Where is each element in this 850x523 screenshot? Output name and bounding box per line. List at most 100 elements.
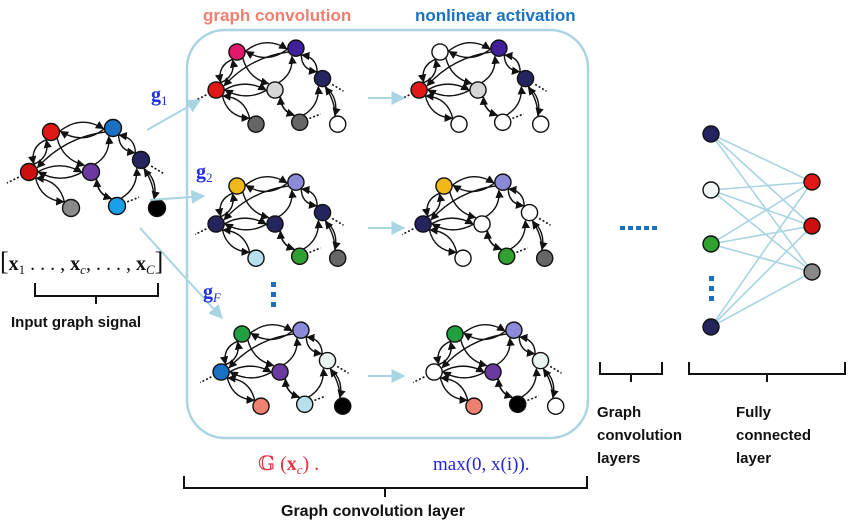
graph-node <box>435 177 453 195</box>
graph-edge <box>219 59 239 84</box>
filter-arrow-1 <box>146 99 202 131</box>
act-graph-2 <box>401 173 554 267</box>
graph-edge <box>460 339 488 368</box>
graph-node <box>247 115 265 133</box>
graph-edge <box>442 371 486 380</box>
graph-edge <box>229 371 273 380</box>
graph-edge <box>120 167 142 200</box>
graph-node <box>546 397 565 415</box>
graph-edge <box>244 175 288 187</box>
graph-edge <box>32 139 52 166</box>
graph-edge <box>278 55 297 84</box>
graph-edge <box>426 82 470 91</box>
graph-node <box>318 351 337 370</box>
graph-node <box>469 81 487 99</box>
graph-node <box>328 115 347 133</box>
graph-edge <box>519 333 536 355</box>
filter-sub: 2 <box>206 170 213 185</box>
graph-edge-stub <box>534 83 547 92</box>
fully-connected-layer-label: Fully connected layer <box>736 404 815 467</box>
graph-edge <box>479 96 499 117</box>
graph-edge <box>249 323 293 335</box>
graph-edge-stub <box>199 376 212 384</box>
input-signal-vector: [x1 . . . , xc, . . . , xC] <box>0 247 163 277</box>
graph-edge <box>276 96 296 117</box>
graph-node <box>446 325 464 343</box>
graph-edge <box>306 333 323 355</box>
graph-edge-stub <box>331 217 344 226</box>
graph-edge <box>527 86 539 117</box>
graph-convolution-layer-label: Graph convolution layer <box>281 503 465 520</box>
graph-node <box>266 81 284 99</box>
filter-sub: F <box>212 290 222 305</box>
graph-node <box>147 198 167 218</box>
graph-node <box>252 397 270 415</box>
graph-edge <box>483 230 503 251</box>
graph-node <box>431 43 449 61</box>
graph-edge-stub <box>336 365 349 374</box>
graph-edge <box>430 216 474 225</box>
graph-edge <box>308 367 329 398</box>
graph-edge <box>94 135 114 165</box>
graph-node <box>228 177 246 195</box>
graph-edge <box>228 364 272 373</box>
graph-node <box>131 150 151 170</box>
graph-edge <box>429 226 458 254</box>
graph-edge <box>35 174 66 203</box>
graph-edge-stub <box>412 376 425 384</box>
graph-edge <box>451 175 495 187</box>
header-nonlinear-activation: nonlinear activation <box>415 6 576 25</box>
graph-node <box>414 215 432 233</box>
graph-edge-stub <box>150 165 164 174</box>
graph-node <box>328 249 347 267</box>
graph-edge <box>430 185 496 221</box>
fc-edge <box>710 181 813 328</box>
graph-edge <box>303 219 324 250</box>
activation-formula: max(0, x(i)). <box>433 454 530 475</box>
fc-node <box>702 125 720 143</box>
graph-node <box>313 203 332 222</box>
fc-node <box>803 263 821 281</box>
filter-arrow-2 <box>149 189 206 204</box>
graph-node <box>290 113 309 132</box>
graph-edge <box>301 51 318 73</box>
graph-edge <box>247 339 275 368</box>
graph-edge <box>441 364 485 373</box>
fc-edge <box>710 133 813 183</box>
graph-convolution-layers-label: Graph convolution layers <box>597 404 686 467</box>
graph-edge <box>481 55 500 84</box>
graph-node <box>287 173 305 191</box>
filter-arrow-f <box>139 227 223 320</box>
graph-edge <box>224 223 268 232</box>
graphs-layer <box>6 39 565 415</box>
graph-edge <box>449 191 477 220</box>
graph-edge <box>329 368 341 399</box>
graph-node <box>61 198 81 218</box>
graph-edge <box>283 337 302 366</box>
graph-edge-stub <box>309 113 321 120</box>
filter-sub: 1 <box>161 93 168 108</box>
graph-node <box>228 43 246 61</box>
fully-connected-network <box>702 125 821 336</box>
graph-edge <box>223 82 267 91</box>
graph-edge <box>56 137 86 168</box>
fc-node <box>702 235 720 253</box>
graph-node <box>497 247 516 266</box>
graph-node <box>484 363 502 381</box>
graph-node <box>465 397 483 415</box>
graph-edge <box>510 219 531 250</box>
graph-node <box>410 81 428 99</box>
fc-edge <box>710 271 813 328</box>
graph-node <box>516 69 535 88</box>
graph-node <box>520 203 539 222</box>
graph-edge-stub <box>512 113 524 120</box>
graph-edge <box>224 341 244 366</box>
graph-edge <box>242 57 270 86</box>
graph-edge <box>485 189 504 218</box>
graph-edge <box>278 189 297 218</box>
graph-edge <box>521 367 542 398</box>
graph-edge <box>222 226 251 254</box>
graph-node <box>107 196 127 216</box>
graph-node <box>295 395 314 414</box>
